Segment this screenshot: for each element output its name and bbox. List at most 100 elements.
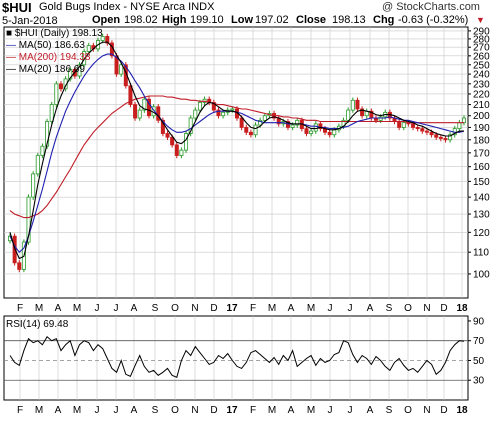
price-candle-body — [397, 121, 402, 128]
price-x-tick-label: A — [55, 303, 62, 314]
price-candle-body — [424, 130, 429, 133]
price-candle-body — [360, 108, 365, 117]
price-candle-body — [165, 133, 170, 138]
price-x-tick-label: 17 — [226, 303, 238, 314]
legend-ma50: — MA(50) 186.63 — [6, 40, 85, 51]
price-y-tick-label: 230 — [473, 79, 490, 90]
price-candle-body — [49, 104, 54, 122]
price-y-tick-label: 150 — [473, 177, 490, 188]
rsi-line — [9, 336, 465, 378]
price-candle-body — [17, 262, 22, 270]
price-candle-body — [105, 36, 110, 44]
price-x-tick-label: J — [348, 303, 353, 314]
credit-text: @ StockCharts.com — [382, 1, 480, 13]
ohlc-open-label: Open — [92, 14, 121, 26]
rsi-y-tick-label: 90 — [473, 316, 485, 327]
ohlc-close-value: 198.13 — [332, 14, 366, 26]
price-candle-body — [230, 108, 235, 111]
price-candle-body — [221, 111, 226, 117]
price-candle-body — [86, 45, 91, 52]
ohlc-chg-value: -0.63 (-0.32%) — [398, 14, 469, 26]
price-candle-body — [160, 119, 165, 134]
price-candle-body — [461, 117, 466, 124]
rsi-x-tick-label: M — [35, 405, 43, 416]
price-x-tick-label: M — [307, 303, 315, 314]
rsi-y-tick-label: 50 — [473, 356, 485, 367]
ohlc-high-label: High — [162, 14, 187, 26]
chart-symbol: $HUI — [2, 0, 32, 15]
rsi-x-tick-label: M — [307, 405, 315, 416]
price-candle-body — [179, 149, 184, 156]
price-x-tick-label: M — [73, 303, 81, 314]
legend-ma200: — MA(200) 194.38 — [6, 52, 91, 63]
price-x-tick-label: J — [95, 303, 100, 314]
legend-ma50-label: MA(50) 186.63 — [18, 40, 85, 51]
rsi-x-tick-label: O — [171, 405, 179, 416]
price-candle-body — [438, 136, 443, 139]
price-candle-body — [244, 127, 249, 133]
price-y-tick-label: 100 — [473, 269, 490, 280]
price-candle-body — [262, 115, 267, 121]
price-candle-body — [290, 124, 295, 128]
rsi-label: RSI(14) 69.48 — [6, 319, 69, 330]
price-candle-body — [77, 64, 82, 77]
rsi-x-tick-label: M — [73, 405, 81, 416]
rsi-x-tick-label: A — [288, 405, 295, 416]
rsi-panel-frame — [3, 315, 469, 401]
legend-price-label: $HUI (Daily) 198.13 — [14, 28, 103, 39]
price-candle-body — [258, 119, 263, 126]
price-y-tick-label: 170 — [473, 148, 490, 159]
price-y-tick-label: 120 — [473, 228, 490, 239]
price-candle-body — [285, 121, 290, 128]
price-candle-body — [415, 127, 420, 130]
price-candle-body — [411, 123, 416, 128]
rsi-x-tick-label: D — [440, 405, 447, 416]
rsi-x-tick-label: A — [367, 405, 374, 416]
ohlc-low-value: 197.02 — [255, 14, 289, 26]
ma200-line — [9, 95, 464, 219]
price-x-tick-label: O — [404, 303, 412, 314]
price-candle-body — [58, 83, 63, 90]
price-y-tick-label: 110 — [473, 248, 489, 259]
legend-price-swatch: ■ — [6, 28, 13, 39]
price-candle-body — [313, 123, 318, 132]
price-candle-body — [355, 99, 360, 110]
rsi-x-tick-label: A — [55, 405, 62, 416]
rsi-x-tick-label: J — [114, 405, 119, 416]
price-y-tick-label: 270 — [473, 43, 490, 54]
price-candle-body — [350, 99, 355, 111]
ohlc-chg-label: Chg — [373, 14, 395, 26]
rsi-x-tick-label: 18 — [456, 405, 468, 416]
price-y-tick-label: 220 — [473, 89, 490, 100]
price-y-tick-label: 290 — [473, 26, 490, 37]
price-x-tick-label: 18 — [456, 303, 468, 314]
legend-price: ■ $HUI (Daily) 198.13 — [6, 28, 103, 39]
price-y-tick-label: 160 — [473, 162, 490, 173]
rsi-x-tick-label: J — [348, 405, 353, 416]
rsi-x-tick-label: F — [17, 405, 23, 416]
price-candle-body — [304, 128, 309, 134]
ohlc-open-value: 198.02 — [124, 14, 158, 26]
price-candle-body — [378, 116, 383, 121]
price-candle-body — [40, 145, 45, 156]
rsi-y-tick-label: 30 — [473, 376, 485, 387]
price-x-tick-label: A — [367, 303, 374, 314]
price-candle-body — [188, 117, 193, 134]
price-candle-body — [128, 85, 133, 105]
legend-ma20-swatch: — — [6, 64, 16, 75]
price-candle-body — [309, 130, 314, 134]
rsi-x-tick-label: O — [404, 405, 412, 416]
price-candle-body — [457, 122, 462, 130]
price-x-tick-label: D — [210, 303, 217, 314]
price-y-tick-label: 130 — [473, 210, 490, 221]
price-y-tick-label: 280 — [473, 34, 490, 45]
price-candle-body — [137, 109, 142, 119]
rsi-x-tick-label: J — [328, 405, 333, 416]
price-candle-body — [119, 64, 124, 75]
price-candle-body — [295, 119, 300, 126]
rsi-x-tick-label: A — [131, 405, 138, 416]
ohlc-high-value: 199.10 — [190, 14, 224, 26]
price-y-tick-label: 180 — [473, 135, 490, 146]
price-candle-body — [401, 122, 406, 128]
